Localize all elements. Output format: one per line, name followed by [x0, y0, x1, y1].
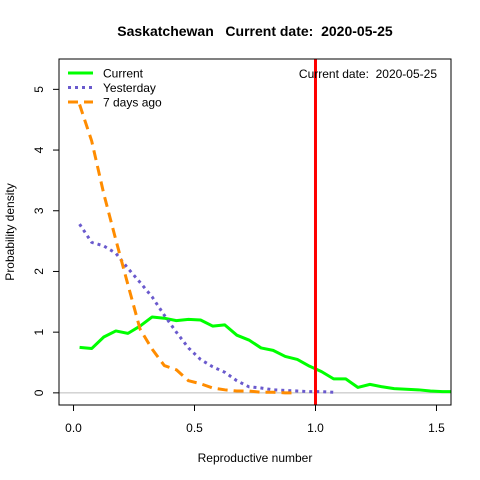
x-tick-label: 0.0: [65, 421, 82, 435]
legend-label-7-days-ago: 7 days ago: [103, 96, 162, 110]
x-axis-label: Reproductive number: [198, 451, 313, 465]
chart-title: Saskatchewan Current date: 2020-05-25: [117, 23, 393, 39]
x-tick-label: 0.5: [186, 421, 203, 435]
y-tick-label: 3: [32, 207, 46, 214]
y-tick-label: 1: [32, 329, 46, 336]
y-tick-label: 5: [32, 86, 46, 93]
y-tick-label: 2: [32, 268, 46, 275]
y-axis-label: Probability density: [3, 183, 17, 280]
series-line-7-days-ago: [78, 104, 298, 395]
current-date-annotation: Current date: 2020-05-25: [299, 67, 437, 81]
legend-label-current: Current: [103, 67, 144, 81]
y-tick-label: 0: [32, 389, 46, 396]
legend-label-yesterday: Yesterday: [103, 81, 156, 95]
plot-frame: [58, 58, 452, 406]
x-tick-label: 1.0: [307, 421, 324, 435]
y-tick-label: 4: [32, 146, 46, 153]
y-axis: 0 1 2 3 4 5: [32, 86, 59, 396]
x-tick-label: 1.5: [428, 421, 445, 435]
series-line-current: [79, 315, 451, 394]
x-axis: 0.0 0.5 1.0 1.5: [65, 405, 445, 435]
